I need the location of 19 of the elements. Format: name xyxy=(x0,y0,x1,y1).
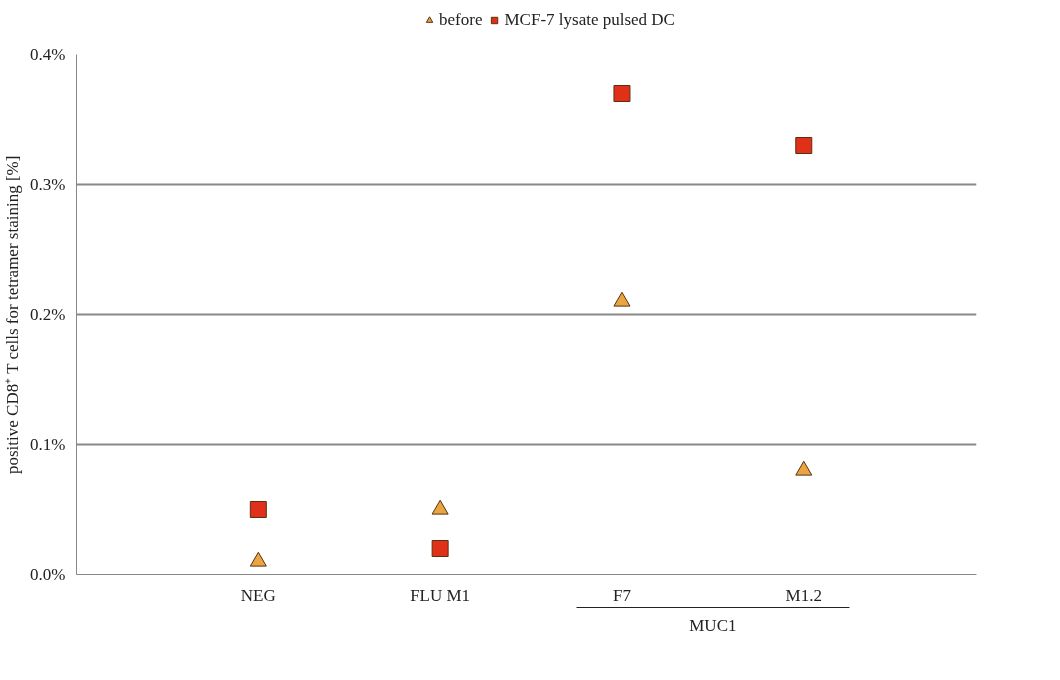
legend-label: MCF-7 lysate pulsed DC xyxy=(504,10,675,30)
y-tick-label: 0.4% xyxy=(30,45,66,64)
x-tick-label: FLU M1 xyxy=(410,585,471,605)
text: MUC1 xyxy=(689,615,737,635)
y-tick-label: 0.0% xyxy=(30,565,66,584)
point xyxy=(431,499,449,515)
y-tick-label: 0.2% xyxy=(30,305,66,324)
x-tick-label: NEG xyxy=(240,585,276,605)
legend-label: before xyxy=(439,10,483,30)
y-tick-label: 0.1% xyxy=(30,435,66,454)
point xyxy=(795,137,813,154)
x-tick-label: F7 xyxy=(612,585,632,605)
y-axis-title: positive CD8⁺ T cells for tetramer staining [%] xyxy=(3,155,23,474)
point xyxy=(613,85,631,102)
point xyxy=(613,291,631,307)
point xyxy=(795,460,813,476)
point xyxy=(249,551,267,567)
y-tick-label: 0.3% xyxy=(30,175,66,194)
x-tick-label: M1.2 xyxy=(785,585,822,605)
